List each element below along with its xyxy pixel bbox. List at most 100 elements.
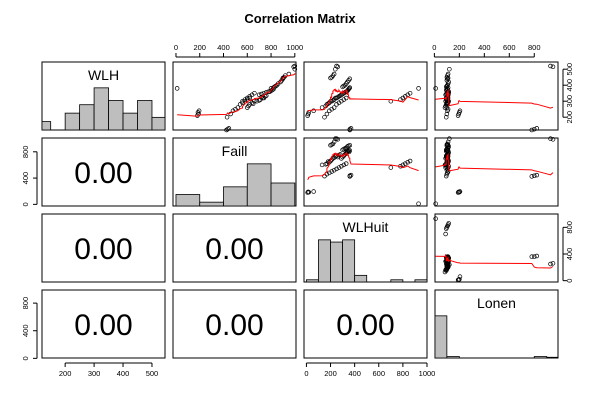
scatter-point-1-3-7 xyxy=(534,172,540,178)
scatter-point-0-3-43 xyxy=(445,71,451,77)
axis-tick-label-v-3-2: 800 xyxy=(21,297,30,310)
panel-3-2 xyxy=(303,289,428,359)
scatter-point-2-3-46 xyxy=(550,261,556,266)
axis-tick-label-h-2-4: 800 xyxy=(397,369,410,378)
panel-0-2 xyxy=(303,61,428,131)
axis-tick-label-v-1-1: 400 xyxy=(21,172,30,185)
scatter-point-1-3-31 xyxy=(444,149,450,155)
histogram-bar-faill-0 xyxy=(175,194,201,207)
histogram-bar-wlh-8 xyxy=(151,116,166,131)
scatter-point-1-3-0 xyxy=(433,201,438,206)
scatter-point-0-2-40 xyxy=(328,75,333,81)
scatter-point-1-2-4 xyxy=(311,189,316,194)
smooth-line-0-3 xyxy=(435,88,554,109)
panel-1-2 xyxy=(303,137,428,207)
panel-2-0 xyxy=(41,213,166,283)
scatter-point-1-3-5 xyxy=(529,174,535,179)
axis-tick-label-v-0-1: 300 xyxy=(565,95,574,108)
scatter-point-1-2-44 xyxy=(333,136,338,141)
scatter-point-2-3-47 xyxy=(443,231,448,237)
scatter-point-0-3-45 xyxy=(548,63,553,69)
axis-tick-label-h-1-3: 600 xyxy=(241,43,254,52)
histogram-bar-wlh-6 xyxy=(122,112,138,131)
scatter-point-0-3-54 xyxy=(444,111,450,117)
axis-tick-label-v-2-0: 0 xyxy=(565,279,574,283)
scatter-point-0-1-57 xyxy=(235,105,241,110)
scatter-point-1-3-3 xyxy=(457,189,462,195)
smooth-line-1-2 xyxy=(307,152,419,180)
scatter-point-0-2-57 xyxy=(331,105,337,110)
scatter-point-0-3-0 xyxy=(433,86,438,91)
histogram-bar-lonen-9 xyxy=(546,356,559,359)
scatter-point-1-3-6 xyxy=(532,173,537,179)
correlation-value-3-0: 0.00 xyxy=(74,309,132,342)
histogram-bar-wlhuit-1 xyxy=(318,239,331,283)
histogram-bar-wlhuit-2 xyxy=(330,241,343,283)
scatter-point-0-3-5 xyxy=(529,127,535,133)
axis-tick-label-h-3-1: 200 xyxy=(453,43,466,52)
scatter-point-0-3-44 xyxy=(447,66,452,72)
histogram-bar-wlhuit-3 xyxy=(342,239,356,283)
axis-tick-label-h-0-3: 500 xyxy=(146,369,159,378)
scatter-point-2-3-45 xyxy=(548,261,553,267)
scatter-point-1-3-41 xyxy=(444,142,450,147)
axis-tick-label-v-0-3: 500 xyxy=(565,63,574,76)
panel-0-3 xyxy=(434,61,559,131)
scatter-point-1-2-28 xyxy=(345,149,350,155)
axis-tick-label-h-2-2: 400 xyxy=(348,369,361,378)
scatter-point-1-2-56 xyxy=(329,169,334,174)
histogram-bar-wlh-4 xyxy=(93,87,109,131)
axis-tick-label-v-3-1: 400 xyxy=(21,324,30,337)
panel-2-3 xyxy=(434,213,559,283)
scatter-point-1-2-49 xyxy=(400,162,406,168)
scatter-point-0-2-6 xyxy=(347,126,353,132)
scatter-point-0-2-39 xyxy=(347,76,353,82)
variable-label-lonen: Lonen xyxy=(477,295,516,311)
panel-0-1 xyxy=(172,61,297,131)
scatter-point-0-2-8 xyxy=(319,105,325,110)
axis-tick-label-v-0-2: 400 xyxy=(565,79,574,92)
scatter-point-1-2-32 xyxy=(347,148,353,153)
smooth-line-0-1 xyxy=(177,73,296,117)
scatter-point-1-3-44 xyxy=(447,136,452,141)
scatter-point-0-1-0 xyxy=(174,86,180,91)
scatter-point-1-3-45 xyxy=(548,136,553,141)
scatter-point-1-2-59 xyxy=(336,165,342,170)
axis-tick-label-h-0-2: 400 xyxy=(117,369,130,378)
scatter-point-0-2-7 xyxy=(348,126,354,131)
smooth-line-1-3 xyxy=(435,153,554,176)
correlation-value-1-0: 0.00 xyxy=(74,157,132,190)
scatter-point-0-2-54 xyxy=(324,111,330,117)
scatter-point-0-1-52 xyxy=(252,90,257,96)
axis-tick-label-h-1-2: 400 xyxy=(217,43,230,52)
scatter-point-0-3-53 xyxy=(443,114,449,120)
axis-tick-label-v-1-0: 0 xyxy=(21,202,30,206)
scatter-point-0-2-15 xyxy=(330,98,336,103)
axis-tick-label-h-0-0: 200 xyxy=(59,369,72,378)
correlation-value-2-1: 0.00 xyxy=(205,233,263,266)
scatter-point-2-3-3 xyxy=(457,277,462,282)
histogram-bar-lonen-8 xyxy=(533,356,548,359)
histogram-bar-wlhuit-4 xyxy=(354,274,368,283)
scatter-point-0-1-40 xyxy=(280,75,286,81)
scatter-point-1-2-62 xyxy=(343,161,349,166)
scatter-point-0-1-4 xyxy=(196,108,202,114)
axis-tick-label-v-3-0: 0 xyxy=(21,356,30,360)
scatter-point-1-2-47 xyxy=(388,165,394,170)
scatter-point-0-1-62 xyxy=(247,95,252,101)
scatter-point-1-2-0 xyxy=(416,201,421,206)
axis-tick-label-h-2-5: 1000 xyxy=(419,369,436,378)
histogram-bar-lonen-0 xyxy=(434,315,448,359)
scatter-point-0-2-11 xyxy=(325,101,331,106)
scatter-point-1-3-4 xyxy=(457,189,463,194)
scatter-point-1-2-3 xyxy=(306,189,312,195)
scatter-point-1-2-8 xyxy=(319,162,325,168)
scatter-point-0-1-45 xyxy=(292,63,298,69)
scatter-point-0-2-0 xyxy=(416,86,421,91)
scatter-point-2-3-4 xyxy=(457,274,463,279)
scatter-point-1-2-46 xyxy=(335,137,341,142)
axis-tick-label-h-3-4: 800 xyxy=(528,43,541,52)
scatter-point-0-1-11 xyxy=(250,101,256,106)
scatter-point-0-2-45 xyxy=(334,63,339,69)
axis-tick-label-v-1-2: 800 xyxy=(21,146,30,159)
